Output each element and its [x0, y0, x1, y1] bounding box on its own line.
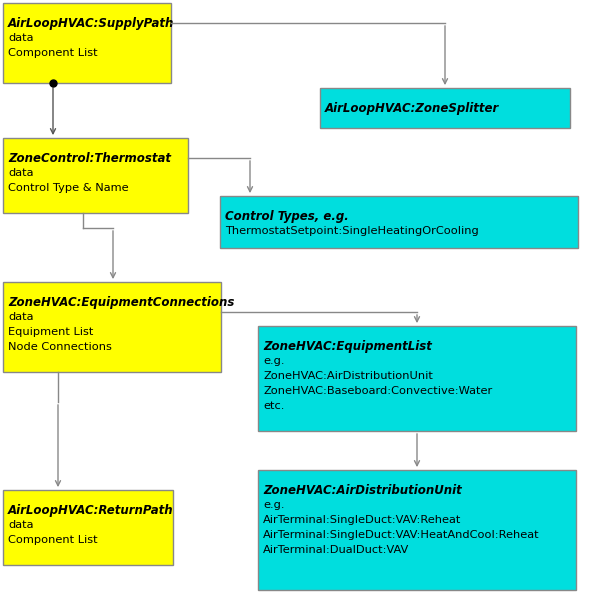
Text: data: data	[8, 520, 34, 530]
Text: e.g.: e.g.	[263, 500, 285, 510]
Text: Equipment List: Equipment List	[8, 327, 94, 337]
Text: Component List: Component List	[8, 48, 98, 58]
FancyBboxPatch shape	[3, 282, 221, 372]
Text: ZoneHVAC:Baseboard:Convective:Water: ZoneHVAC:Baseboard:Convective:Water	[263, 386, 493, 396]
Text: ZoneHVAC:AirDistributionUnit: ZoneHVAC:AirDistributionUnit	[263, 484, 462, 497]
Text: ZoneHVAC:AirDistributionUnit: ZoneHVAC:AirDistributionUnit	[263, 371, 433, 381]
Text: AirLoopHVAC:ReturnPath: AirLoopHVAC:ReturnPath	[8, 504, 173, 517]
Text: AirTerminal:SingleDuct:VAV:HeatAndCool:Reheat: AirTerminal:SingleDuct:VAV:HeatAndCool:R…	[263, 530, 540, 540]
FancyBboxPatch shape	[258, 470, 576, 590]
Text: AirLoopHVAC:ZoneSplitter: AirLoopHVAC:ZoneSplitter	[325, 102, 499, 115]
Text: etc.: etc.	[263, 401, 284, 411]
Text: data: data	[8, 168, 34, 178]
Text: Control Type & Name: Control Type & Name	[8, 183, 128, 193]
Text: Node Connections: Node Connections	[8, 342, 112, 352]
Text: AirLoopHVAC:SupplyPath: AirLoopHVAC:SupplyPath	[8, 17, 175, 30]
Text: ZoneHVAC:EquipmentConnections: ZoneHVAC:EquipmentConnections	[8, 296, 234, 309]
FancyBboxPatch shape	[220, 196, 578, 248]
FancyBboxPatch shape	[3, 138, 188, 213]
FancyBboxPatch shape	[258, 326, 576, 431]
Text: Component List: Component List	[8, 535, 98, 545]
Text: AirTerminal:DualDuct:VAV: AirTerminal:DualDuct:VAV	[263, 545, 409, 555]
Text: ZoneControl:Thermostat: ZoneControl:Thermostat	[8, 152, 171, 165]
Text: ThermostatSetpoint:SingleHeatingOrCooling: ThermostatSetpoint:SingleHeatingOrCoolin…	[225, 226, 479, 236]
Text: data: data	[8, 312, 34, 322]
Text: Control Types, e.g.: Control Types, e.g.	[225, 210, 349, 223]
FancyBboxPatch shape	[3, 490, 173, 565]
Text: data: data	[8, 33, 34, 43]
Text: e.g.: e.g.	[263, 356, 285, 366]
Text: ZoneHVAC:EquipmentList: ZoneHVAC:EquipmentList	[263, 340, 432, 353]
FancyBboxPatch shape	[3, 3, 171, 83]
FancyBboxPatch shape	[320, 88, 570, 128]
Text: AirTerminal:SingleDuct:VAV:Reheat: AirTerminal:SingleDuct:VAV:Reheat	[263, 515, 461, 525]
